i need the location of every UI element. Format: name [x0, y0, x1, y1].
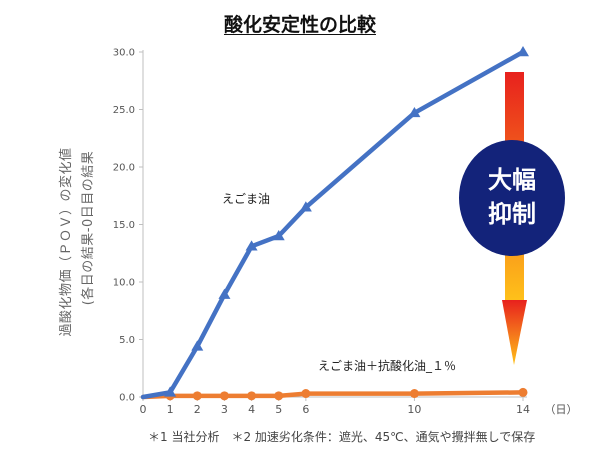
data-point-egoma: [408, 106, 421, 118]
callout-text-line1: 大幅: [488, 166, 536, 194]
x-tick-label: 3: [221, 403, 228, 416]
suppression-callout: 大幅 抑制: [459, 72, 565, 365]
x-tick-label: 2: [194, 403, 201, 416]
y-tick-label: 10.0: [113, 278, 135, 289]
y-tick-label: 5.0: [119, 335, 135, 346]
y-tick-label: 0.0: [119, 393, 135, 404]
data-point-egoma-antioxidant: [518, 387, 528, 397]
callout-arrow-head: [502, 300, 527, 365]
series-label-egoma: えごま油: [222, 191, 270, 206]
y-axis-label-line2: (各日の結果-0日目の結果: [80, 151, 96, 306]
series-label-egoma-antioxidant: えごま油＋抗酸化油_１％: [318, 358, 456, 373]
data-point-egoma: [191, 340, 204, 351]
data-point-egoma: [517, 46, 529, 57]
data-point-egoma-antioxidant: [219, 391, 229, 401]
data-point-egoma-antioxidant: [247, 391, 257, 401]
x-tick-label: 5: [275, 403, 282, 416]
x-tick-label: 14: [516, 403, 530, 416]
x-axis-unit-label: （日）: [545, 403, 578, 416]
data-point-egoma: [245, 240, 258, 251]
y-axis-label-line1: 過酸化物価（ＰＯＶ）の変化値: [58, 147, 74, 336]
callout-text-line2: 抑制: [488, 200, 536, 228]
y-tick-label: 30.0: [113, 48, 135, 59]
x-tick-label: 1: [167, 403, 174, 416]
data-point-egoma: [164, 386, 177, 397]
y-tick-label: 25.0: [113, 105, 135, 116]
data-point-egoma-antioxidant: [409, 389, 419, 399]
x-tick-label: 4: [248, 403, 255, 416]
callout-circle: [459, 140, 565, 256]
data-point-egoma-antioxidant: [192, 391, 202, 401]
x-tick-label: 0: [140, 403, 147, 416]
data-point-egoma: [218, 288, 231, 299]
chart-title: 酸化安定性の比較: [223, 14, 376, 36]
y-tick-label: 15.0: [113, 220, 135, 231]
y-axis-label: 過酸化物価（ＰＯＶ）の変化値 (各日の結果-0日目の結果: [58, 147, 96, 336]
y-tick-label: 20.0: [113, 163, 135, 174]
data-point-egoma: [272, 230, 285, 241]
x-tick-label: 10: [407, 403, 421, 416]
data-point-egoma: [299, 201, 312, 212]
x-tick-label: 6: [302, 403, 309, 416]
footnote: ＊1 当社分析 ＊2 加速劣化条件：遮光、45℃、通気や攪拌無しで保存: [148, 430, 536, 444]
data-point-egoma-antioxidant: [301, 389, 311, 399]
data-point-egoma-antioxidant: [274, 391, 284, 401]
